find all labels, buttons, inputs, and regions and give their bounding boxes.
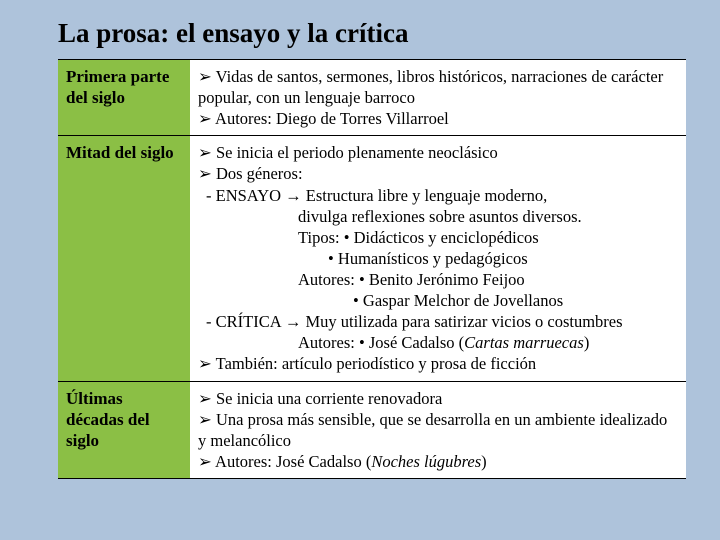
content-line: Se inicia el periodo plenamente neoclási… [198,142,678,163]
content-line: También: artículo periodístico y prosa d… [198,353,678,374]
content-line: Una prosa más sensible, que se desarroll… [198,409,678,451]
content-line: • Humanísticos y pedagógicos [198,248,678,269]
content-line: divulga reflexiones sobre asuntos divers… [198,206,678,227]
period-label: Mitad del siglo [58,136,190,381]
content-line: Dos géneros: [198,163,678,184]
content-line: - ENSAYO → Estructura libre y lenguaje m… [198,185,678,206]
content-line: Autores: José Cadalso (Noches lúgubres) [198,451,678,472]
content-line: Autores: • Benito Jerónimo Feijoo [198,269,678,290]
content-line: • Gaspar Melchor de Jovellanos [198,290,678,311]
period-label: Primera parte del siglo [58,60,190,136]
content-line: Tipos: • Didácticos y enciclopédicos [198,227,678,248]
content-table: Primera parte del sigloVidas de santos, … [58,59,686,479]
content-line: Autores: Diego de Torres Villarroel [198,108,678,129]
content-line: Autores: • José Cadalso (Cartas marrueca… [198,332,678,353]
table-row: Primera parte del sigloVidas de santos, … [58,60,686,136]
content-line: - CRÍTICA → Muy utilizada para satirizar… [198,311,678,332]
period-content: Se inicia el periodo plenamente neoclási… [190,136,686,381]
table-row: Últimas décadas del sigloSe inicia una c… [58,381,686,478]
slide: La prosa: el ensayo y la crítica Primera… [0,0,720,493]
content-line: Vidas de santos, sermones, libros histór… [198,66,678,108]
table-row: Mitad del siglo Se inicia el periodo plen… [58,136,686,381]
slide-title: La prosa: el ensayo y la crítica [58,18,686,49]
period-content: Vidas de santos, sermones, libros histór… [190,60,686,136]
period-label: Últimas décadas del siglo [58,381,190,478]
content-line: Se inicia una corriente renovadora [198,388,678,409]
period-content: Se inicia una corriente renovadoraUna pr… [190,381,686,478]
